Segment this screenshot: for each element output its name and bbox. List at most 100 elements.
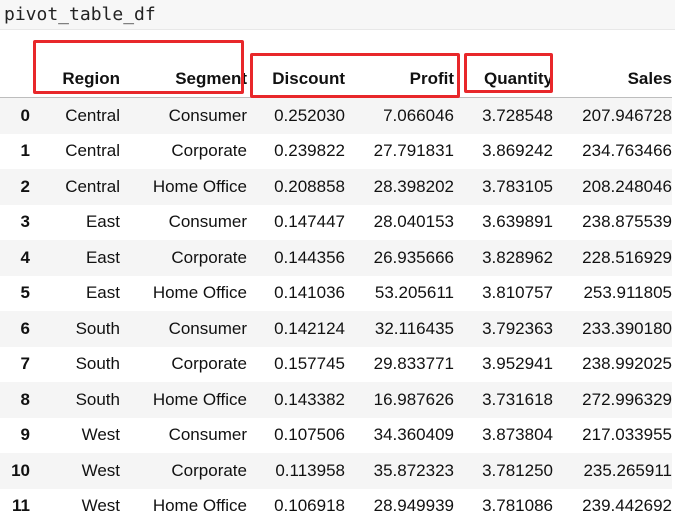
cell-quantity: 3.952941: [482, 354, 553, 374]
table-row: 4 East Corporate 0.144356 26.935666 3.828962 2…: [0, 240, 672, 276]
cell-sales: 238.992025: [582, 354, 672, 374]
cell-region: South: [75, 354, 120, 374]
row-index: 9: [20, 425, 30, 445]
table-row: 5 East Home Office 0.141036 53.205611 3.81075…: [0, 276, 672, 312]
cell-discount: 0.208858: [274, 176, 345, 196]
cell-region: West: [81, 496, 120, 516]
cell-sales: 217.033955: [582, 425, 672, 445]
cell-segment: Consumer: [168, 105, 247, 125]
cell-profit: 28.949939: [373, 496, 454, 516]
row-index-cell: 8: [0, 382, 40, 418]
header-row: Region Segment Discount Profit Quantity …: [0, 60, 672, 98]
cell-discount: 0.142124: [274, 318, 345, 338]
table-row: 7 South Corporate 0.157745 29.833771 3.952941…: [0, 347, 672, 383]
row-index: 3: [20, 212, 30, 232]
cell-quantity: 3.810757: [482, 283, 553, 303]
code-text: pivot_table_df: [4, 4, 156, 25]
row-index-cell: 9: [0, 418, 40, 454]
table-row: 3 East Consumer 0.147447 28.040153 3.639891 23…: [0, 205, 672, 241]
cell-profit: 28.398202: [373, 176, 454, 196]
cell-sales: 233.390180: [582, 318, 672, 338]
cell-quantity: 3.781250: [482, 460, 553, 480]
column-header-profit: Profit: [345, 60, 454, 98]
row-index: 5: [20, 283, 30, 303]
row-index-cell: 11: [0, 489, 40, 525]
cell-discount: 0.141036: [274, 283, 345, 303]
cell-segment: Corporate: [171, 141, 247, 161]
column-header-sales: Sales: [553, 60, 672, 98]
cell-segment: Home Office: [152, 283, 247, 303]
cell-profit: 26.935666: [373, 247, 454, 267]
cell-region: South: [75, 389, 120, 409]
table-row: 0 Central Consumer 0.252030 7.066046 3.728548…: [0, 97, 672, 134]
row-index-cell: 0: [0, 98, 40, 134]
row-index: 6: [20, 318, 30, 338]
cell-profit: 32.116435: [374, 318, 454, 338]
row-index: 8: [20, 389, 30, 409]
cell-region: Central: [65, 105, 120, 125]
row-index-cell: 1: [0, 134, 40, 170]
cell-profit: 27.791831: [373, 141, 454, 161]
cell-quantity: 3.828962: [482, 247, 553, 267]
cell-region: East: [85, 212, 120, 232]
cell-discount: 0.113958: [275, 460, 345, 480]
cell-discount: 0.144356: [274, 247, 345, 267]
cell-discount: 0.143382: [274, 389, 345, 409]
row-index-cell: 2: [0, 169, 40, 205]
table-row: 6 South Consumer 0.142124 32.116435 3.792363 2…: [0, 311, 672, 347]
table-row: 10 West Corporate 0.113958 35.872323 3.781250…: [0, 453, 672, 489]
cell-segment: Home Office: [152, 496, 247, 516]
cell-profit: 53.205611: [374, 283, 454, 303]
cell-quantity: 3.728548: [482, 105, 553, 125]
cell-quantity: 3.792363: [482, 318, 553, 338]
cell-segment: Consumer: [168, 212, 247, 232]
cell-sales: 272.996329: [582, 389, 672, 409]
column-header-region: Region: [40, 60, 120, 98]
cell-sales: 235.265911: [583, 460, 672, 480]
cell-profit: 16.987626: [373, 389, 454, 409]
cell-discount: 0.107506: [274, 425, 345, 445]
row-index-cell: 6: [0, 311, 40, 347]
cell-segment: Corporate: [171, 247, 247, 267]
cell-quantity: 3.639891: [482, 212, 553, 232]
cell-profit: 34.360409: [373, 425, 454, 445]
row-index: 7: [20, 354, 30, 374]
cell-region: East: [85, 247, 120, 267]
table-row: 1 Central Corporate 0.239822 27.791831 3.8692…: [0, 134, 672, 170]
column-header-segment: Segment: [120, 60, 247, 98]
cell-segment: Corporate: [171, 460, 247, 480]
column-header-quantity: Quantity: [454, 60, 553, 98]
cell-segment: Home Office: [152, 176, 247, 196]
column-header-discount: Discount: [247, 60, 345, 98]
cell-profit: 28.040153: [373, 212, 454, 232]
cell-sales: 239.442692: [582, 496, 672, 516]
index-header: [0, 60, 40, 98]
cell-sales: 208.248046: [582, 176, 672, 196]
cell-sales: 234.763466: [582, 141, 672, 161]
cell-quantity: 3.869242: [482, 141, 553, 161]
cell-region: West: [81, 425, 120, 445]
table-body: 0 Central Consumer 0.252030 7.066046 3.728548…: [0, 97, 672, 525]
cell-quantity: 3.873804: [482, 425, 553, 445]
cell-segment: Home Office: [152, 389, 247, 409]
cell-sales: 228.516929: [582, 247, 672, 267]
cell-sales: 207.946728: [582, 105, 672, 125]
cell-region: Central: [65, 176, 120, 196]
row-index: 1: [20, 141, 30, 161]
cell-profit: 35.872323: [373, 460, 454, 480]
row-index-cell: 3: [0, 205, 40, 241]
row-index-cell: 10: [0, 453, 40, 489]
row-index: 0: [20, 105, 30, 125]
cell-region: Central: [65, 141, 120, 161]
table-row: 9 West Consumer 0.107506 34.360409 3.873804 21…: [0, 418, 672, 454]
code-cell-input[interactable]: pivot_table_df: [0, 0, 675, 30]
cell-discount: 0.157745: [274, 354, 345, 374]
row-index: 2: [20, 176, 30, 196]
cell-segment: Consumer: [168, 425, 247, 445]
cell-profit: 7.066046: [383, 105, 454, 125]
cell-discount: 0.147447: [274, 212, 345, 232]
cell-discount: 0.252030: [274, 105, 345, 125]
cell-quantity: 3.783105: [482, 176, 553, 196]
cell-segment: Corporate: [171, 354, 247, 374]
cell-discount: 0.239822: [274, 141, 345, 161]
